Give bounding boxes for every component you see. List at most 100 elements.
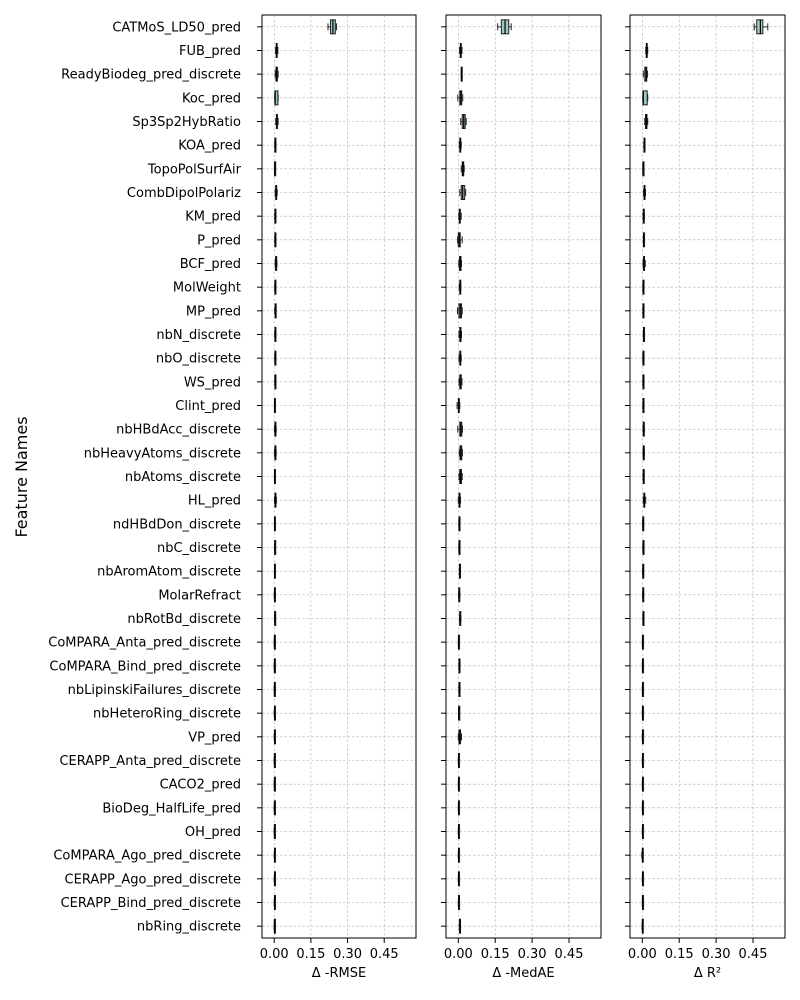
x-tick-label: 0.00 bbox=[444, 947, 473, 962]
x-tick-label: 0.30 bbox=[518, 947, 547, 962]
y-tick-label: OH_pred bbox=[185, 825, 241, 840]
box-CERAPP_Anta_pred_discrete bbox=[457, 753, 461, 768]
y-tick-label: nbAtoms_discrete bbox=[125, 470, 241, 485]
box-nbLipinskiFailures_discrete bbox=[273, 682, 276, 697]
box-nbAromAtom_discrete bbox=[273, 563, 276, 579]
y-tick-label: BCF_pred bbox=[180, 257, 241, 272]
box-Koc_pred bbox=[642, 90, 649, 106]
y-tick-label: ReadyBiodeg_pred_discrete bbox=[61, 68, 241, 83]
box-CERAPP_Bind_pred_discrete bbox=[641, 895, 645, 910]
box-nbLipinskiFailures_discrete bbox=[458, 682, 461, 697]
box-BCF_pred bbox=[642, 256, 646, 271]
box-CoMPARA_Ago_pred_discrete bbox=[457, 847, 461, 863]
box-nbRing_discrete bbox=[458, 918, 462, 934]
box-TopoPolSurfAir bbox=[273, 161, 277, 177]
y-tick-label: MolarRefract bbox=[158, 588, 241, 603]
box-OH_pred bbox=[273, 824, 276, 839]
y-tick-label: nbO_discrete bbox=[156, 352, 241, 367]
box-CERAPP_Ago_pred_discrete bbox=[641, 871, 645, 887]
box-CoMPARA_Anta_pred_discrete bbox=[641, 634, 645, 650]
box-MP_pred bbox=[274, 303, 277, 319]
y-tick-label: CACO2_pred bbox=[160, 778, 241, 793]
x-tick-label: 0.15 bbox=[665, 947, 694, 962]
box-nbC_discrete bbox=[642, 540, 645, 555]
box-ReadyBiodeg_pred_discrete bbox=[642, 66, 648, 82]
box-TopoPolSurfAir bbox=[642, 161, 645, 177]
panel-frame bbox=[261, 14, 417, 939]
box-nbAtoms_discrete bbox=[642, 469, 645, 484]
box-nbRing_discrete bbox=[641, 918, 644, 934]
box-CoMPARA_Ago_pred_discrete bbox=[641, 847, 644, 863]
box-ReadyBiodeg_pred_discrete bbox=[460, 66, 463, 82]
box-CATMoS_LD50_pred bbox=[497, 19, 512, 35]
y-tick-label: CERAPP_Anta_pred_discrete bbox=[59, 754, 241, 769]
box-nbHeavyAtoms_discrete bbox=[458, 445, 463, 461]
box-HL_pred bbox=[273, 492, 277, 508]
box-ndHBdDon_discrete bbox=[458, 516, 461, 532]
y-tick-label: nbRing_discrete bbox=[137, 920, 241, 935]
box-CoMPARA_Bind_pred_discrete bbox=[641, 658, 645, 674]
box-TopoPolSurfAir bbox=[460, 161, 465, 177]
box-nbHBdAcc_discrete bbox=[273, 421, 277, 437]
box-CERAPP_Bind_pred_discrete bbox=[457, 895, 461, 910]
box-KOA_pred bbox=[274, 137, 277, 153]
y-tick-label: HL_pred bbox=[188, 494, 241, 509]
box-MolWeight bbox=[642, 279, 645, 295]
panel-2: 0.00 0.15 0.30 0.45Δ -MedAE bbox=[441, 14, 602, 981]
box-HL_pred bbox=[457, 492, 462, 508]
y-tick-label: nbLipinskiFailures_discrete bbox=[68, 683, 241, 698]
y-tick-label: nbHeavyAtoms_discrete bbox=[84, 446, 241, 461]
box-nbRotBd_discrete bbox=[642, 611, 645, 626]
box-ndHBdDon_discrete bbox=[642, 516, 645, 532]
box-KOA_pred bbox=[458, 137, 462, 153]
box-VP_pred bbox=[641, 729, 645, 745]
y-tick-label: CoMPARA_Ago_pred_discrete bbox=[53, 849, 241, 864]
y-tick-label: CERAPP_Bind_pred_discrete bbox=[61, 896, 241, 911]
box-nbRotBd_discrete bbox=[459, 611, 462, 626]
y-tick-label: CERAPP_Ago_pred_discrete bbox=[65, 872, 241, 887]
box-FUB_pred bbox=[645, 43, 649, 58]
box-CACO2_pred bbox=[457, 776, 461, 792]
box-nbC_discrete bbox=[458, 540, 461, 555]
box-VP_pred bbox=[273, 729, 276, 745]
x-tick-label: 0.00 bbox=[260, 947, 289, 962]
box-Clint_pred bbox=[642, 398, 645, 413]
y-tick-label: nbRotBd_discrete bbox=[127, 612, 241, 627]
y-tick-label: WS_pred bbox=[184, 375, 241, 390]
box-Koc_pred bbox=[457, 90, 464, 106]
box-MolarRefract bbox=[458, 587, 461, 603]
box-MolarRefract bbox=[642, 587, 645, 603]
box-FUB_pred bbox=[459, 43, 463, 58]
x-tick-label: 0.15 bbox=[481, 947, 510, 962]
box-nbAtoms_discrete bbox=[273, 469, 276, 484]
box-KOA_pred bbox=[643, 137, 646, 153]
box-BioDeg_HalfLife_pred bbox=[641, 800, 645, 816]
box-KM_pred bbox=[642, 208, 645, 224]
x-axis-title: Δ -RMSE bbox=[312, 966, 366, 981]
y-tick-label: CATMoS_LD50_pred bbox=[112, 20, 241, 35]
box-CERAPP_Ago_pred_discrete bbox=[273, 871, 276, 887]
y-tick-label: MP_pred bbox=[186, 304, 241, 319]
y-tick-label: CoMPARA_Anta_pred_discrete bbox=[48, 636, 241, 651]
box-nbHeavyAtoms_discrete bbox=[642, 445, 645, 461]
y-tick-label: Clint_pred bbox=[175, 399, 241, 414]
box-nbLipinskiFailures_discrete bbox=[641, 682, 645, 697]
x-tick-label: 0.45 bbox=[739, 947, 768, 962]
y-tick-label: nbHeteroRing_discrete bbox=[93, 707, 241, 722]
box-nbAromAtom_discrete bbox=[458, 563, 462, 579]
box-nbRing_discrete bbox=[273, 918, 276, 934]
y-axis-title: Feature Names bbox=[12, 416, 31, 537]
box-OH_pred bbox=[641, 824, 645, 839]
panel-1: 0.00 0.15 0.30 0.45 Δ -RMSE bbox=[257, 14, 417, 981]
y-tick-label: nbAromAtom_discrete bbox=[97, 565, 241, 580]
box-CoMPARA_Ago_pred_discrete bbox=[273, 847, 276, 863]
y-tick-label: VP_pred bbox=[188, 730, 241, 745]
x-tick-label: 0.45 bbox=[555, 947, 584, 962]
box-nbO_discrete bbox=[274, 350, 277, 366]
box-MolWeight bbox=[458, 279, 462, 295]
y-tick-label: KOA_pred bbox=[178, 139, 241, 154]
box-MolWeight bbox=[274, 279, 277, 295]
box-BioDeg_HalfLife_pred bbox=[273, 800, 276, 816]
